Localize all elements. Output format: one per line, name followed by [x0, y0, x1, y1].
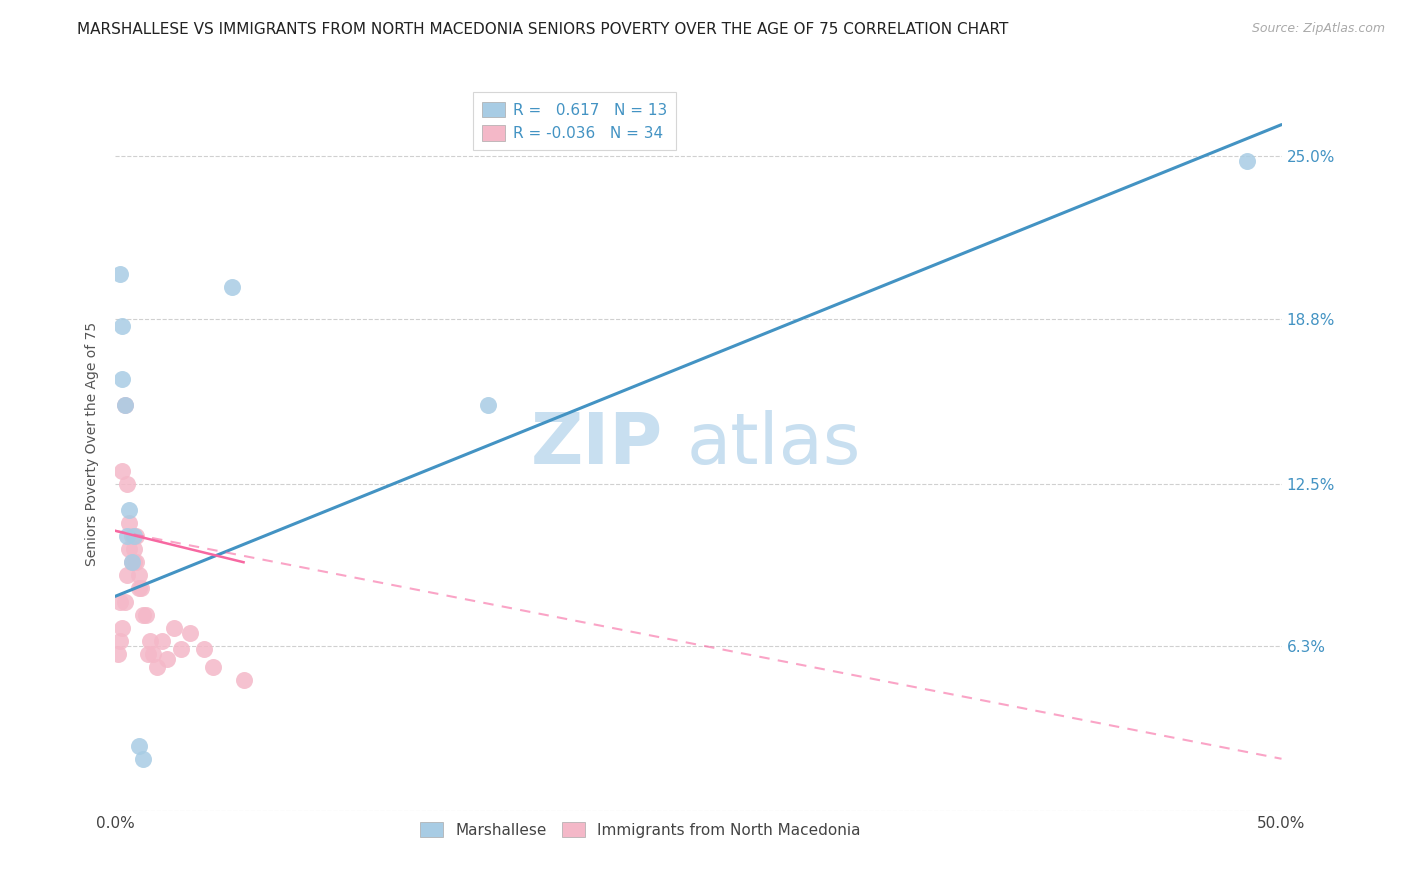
- Point: [128, 739, 150, 753]
- Point: [122, 529, 145, 543]
- Y-axis label: Seniors Poverty Over the Age of 75: Seniors Poverty Over the Age of 75: [86, 322, 100, 566]
- Point: [111, 319, 134, 334]
- Point: [129, 582, 152, 596]
- Point: [193, 641, 215, 656]
- Point: [136, 647, 159, 661]
- Point: [108, 594, 131, 608]
- Point: [115, 529, 138, 543]
- Point: [121, 555, 143, 569]
- Point: [135, 607, 157, 622]
- Point: [118, 503, 141, 517]
- Point: [111, 463, 134, 477]
- Point: [128, 582, 150, 596]
- Point: [115, 476, 138, 491]
- Point: [108, 633, 131, 648]
- Point: [122, 555, 145, 569]
- Point: [118, 516, 141, 530]
- Legend: Marshallese, Immigrants from North Macedonia: Marshallese, Immigrants from North Maced…: [413, 815, 866, 844]
- Point: [169, 641, 191, 656]
- Point: [221, 280, 243, 294]
- Point: [111, 372, 134, 386]
- Point: [125, 555, 148, 569]
- Point: [107, 647, 129, 661]
- Text: Source: ZipAtlas.com: Source: ZipAtlas.com: [1251, 22, 1385, 36]
- Point: [118, 542, 141, 557]
- Point: [114, 398, 136, 412]
- Point: [202, 660, 225, 674]
- Point: [139, 633, 162, 648]
- Point: [150, 633, 173, 648]
- Point: [114, 398, 136, 412]
- Text: atlas: atlas: [686, 409, 860, 479]
- Point: [142, 647, 165, 661]
- Text: ZIP: ZIP: [531, 409, 664, 479]
- Point: [121, 555, 143, 569]
- Point: [108, 267, 131, 281]
- Point: [111, 621, 134, 635]
- Point: [122, 542, 145, 557]
- Point: [125, 529, 148, 543]
- Point: [132, 752, 155, 766]
- Point: [179, 626, 201, 640]
- Point: [1236, 154, 1258, 169]
- Point: [121, 529, 143, 543]
- Point: [115, 568, 138, 582]
- Point: [128, 568, 150, 582]
- Point: [132, 607, 155, 622]
- Point: [114, 594, 136, 608]
- Point: [162, 621, 184, 635]
- Point: [232, 673, 254, 688]
- Text: MARSHALLESE VS IMMIGRANTS FROM NORTH MACEDONIA SENIORS POVERTY OVER THE AGE OF 7: MARSHALLESE VS IMMIGRANTS FROM NORTH MAC…: [77, 22, 1008, 37]
- Point: [146, 660, 169, 674]
- Point: [477, 398, 499, 412]
- Point: [155, 652, 177, 666]
